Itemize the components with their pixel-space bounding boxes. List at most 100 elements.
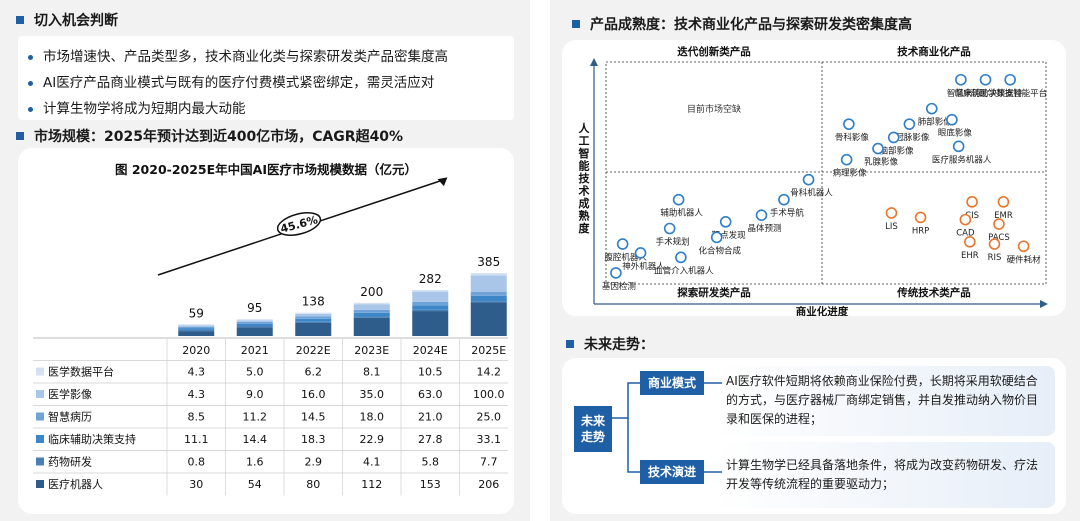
scatter-point-label: LIS bbox=[885, 222, 898, 232]
bar-segment bbox=[353, 304, 390, 310]
bar-segment bbox=[412, 301, 449, 306]
bar-segment bbox=[295, 318, 332, 322]
cagr-ellipse bbox=[276, 212, 322, 236]
quadrant-label: 探索研发类产品 bbox=[677, 286, 751, 299]
bullet-box bbox=[18, 36, 514, 120]
table-cell: 18.0 bbox=[360, 411, 385, 424]
bullet-dot-icon bbox=[28, 106, 33, 112]
section-title-market-size: 市场规模：2025年预计达到近400亿市场，CAGR超40% bbox=[16, 126, 403, 146]
tech-evolution-text: 计算生物学已经具备落地条件，将成为改变药物研发、疗法开发等传统流程的重要驱动力； bbox=[726, 458, 1039, 491]
bar-total-label: 59 bbox=[189, 306, 204, 320]
bar-segment bbox=[470, 301, 507, 303]
y-axis-label-char: 熟 bbox=[579, 209, 590, 223]
scatter-point bbox=[675, 251, 687, 264]
bar-segment bbox=[178, 329, 215, 332]
scatter-point bbox=[952, 140, 965, 153]
square-icon bbox=[572, 20, 580, 28]
table-cell: 0.8 bbox=[188, 456, 206, 469]
bar-segment bbox=[236, 319, 273, 321]
x-tick-label: 2023E bbox=[354, 344, 389, 357]
section-title-future: 未来走势： bbox=[566, 334, 654, 354]
bar-segment bbox=[470, 302, 507, 336]
future-item-bg bbox=[715, 366, 1055, 436]
scatter-point-label: 基因检测 bbox=[602, 281, 636, 292]
scatter-point bbox=[993, 218, 1005, 230]
scatter-point bbox=[1017, 240, 1030, 253]
connector-line bbox=[610, 382, 640, 419]
scatter-point-label: 医疗服务机器人 bbox=[932, 154, 992, 165]
table-cell: 4.3 bbox=[188, 388, 206, 401]
table-cell: 25.0 bbox=[477, 411, 502, 424]
bar-total-label: 385 bbox=[477, 255, 500, 269]
x-tick-label: 2024E bbox=[413, 344, 448, 357]
scatter-point-label: CIS bbox=[965, 211, 979, 221]
x-tick-label: 2025E bbox=[471, 344, 506, 357]
table-cell: 10.5 bbox=[418, 366, 443, 379]
plot-border bbox=[605, 61, 1047, 285]
scatter-point bbox=[914, 211, 927, 224]
x-axis-label: 商业化进度 bbox=[796, 305, 849, 316]
table-cell: 1.6 bbox=[246, 456, 264, 469]
table-cell: 206 bbox=[478, 478, 499, 491]
scatter-point bbox=[964, 236, 976, 248]
x-tick-label: 2021 bbox=[241, 344, 269, 357]
scatter-point-label: 医学数据智能平台 bbox=[979, 88, 1047, 99]
table-cell: 33.1 bbox=[477, 433, 502, 446]
bar-total-label: 282 bbox=[419, 272, 442, 286]
table-cell: 4.1 bbox=[363, 456, 381, 469]
bar-total-label: 200 bbox=[360, 285, 383, 299]
quadrant-label: 迭代创新类产品 bbox=[677, 45, 751, 58]
bar-segment bbox=[295, 316, 332, 319]
right-panel: 产品成熟度：技术商业化产品与探索研发类密集度高 未来走势： 未来走势 商业模式 … bbox=[550, 0, 1080, 521]
y-axis-label-char: 成 bbox=[579, 196, 590, 210]
scatter-point-label: 靶点发现 bbox=[712, 230, 747, 241]
bar-segment bbox=[470, 295, 507, 302]
scatter-point-label: 智慧病历 bbox=[947, 88, 982, 99]
x-tick-label: 2022E bbox=[296, 344, 331, 357]
scatter-point-label: 肺部影像 bbox=[918, 117, 953, 128]
legend-swatch bbox=[36, 480, 44, 488]
table-row-label: 医学数据平台 bbox=[48, 365, 114, 379]
market-gap-note: 目前市场空缺 bbox=[687, 103, 741, 115]
table-row-label: 医学影像 bbox=[48, 387, 92, 401]
table-cell: 8.1 bbox=[363, 366, 381, 379]
bar-segment bbox=[178, 324, 215, 326]
bar-segment bbox=[412, 311, 449, 336]
bullet-item: 计算生物学将成为短期内最大动能 bbox=[28, 96, 448, 122]
scatter-point-label: 硬件耗材 bbox=[1007, 254, 1042, 265]
table-cell: 8.5 bbox=[188, 411, 206, 424]
scatter-point-label: 骨科机器人 bbox=[790, 188, 833, 199]
bar-segment bbox=[178, 328, 215, 330]
quadrant-label: 传统技术类产品 bbox=[896, 286, 971, 299]
table-cell: 35.0 bbox=[360, 388, 385, 401]
bar-segment bbox=[353, 316, 390, 318]
future-connector bbox=[610, 382, 722, 473]
bar-segment bbox=[295, 312, 332, 314]
bar-total-label: 95 bbox=[247, 301, 262, 315]
table-row-label: 智慧病历 bbox=[48, 410, 92, 424]
table-cell: 2.9 bbox=[305, 456, 323, 469]
scatter-point-label: RIS bbox=[988, 253, 1002, 263]
scatter-point bbox=[903, 118, 916, 130]
bar-segment bbox=[236, 321, 273, 324]
y-axis-label-char: 术 bbox=[578, 184, 590, 198]
bullet-list: 市场增速快、产品类型多，技术商业化类与探索研发类产品密集度高 AI医疗产品商业模… bbox=[28, 44, 448, 122]
bar-segment bbox=[470, 291, 507, 296]
scatter-point-label: 血管介入机器人 bbox=[654, 265, 714, 276]
table-cell: 27.8 bbox=[418, 433, 443, 446]
scatter-point bbox=[616, 238, 629, 250]
legend-swatch bbox=[36, 435, 44, 443]
bar-segment bbox=[236, 327, 273, 336]
table-cell: 16.0 bbox=[301, 388, 326, 401]
table-row-label: 临床辅助决策支持 bbox=[48, 432, 136, 446]
bar-segment bbox=[412, 305, 449, 310]
x-axis-arrow bbox=[1040, 300, 1048, 308]
bar-segment bbox=[470, 275, 507, 292]
scatter-point bbox=[955, 73, 967, 86]
table-row-label: 医疗机器人 bbox=[48, 477, 103, 491]
y-axis-arrow bbox=[590, 58, 598, 66]
table-cell: 4.3 bbox=[188, 366, 206, 379]
scatter-point-label: 辅助机器人 bbox=[660, 208, 703, 219]
table-cell: 11.2 bbox=[243, 411, 268, 424]
